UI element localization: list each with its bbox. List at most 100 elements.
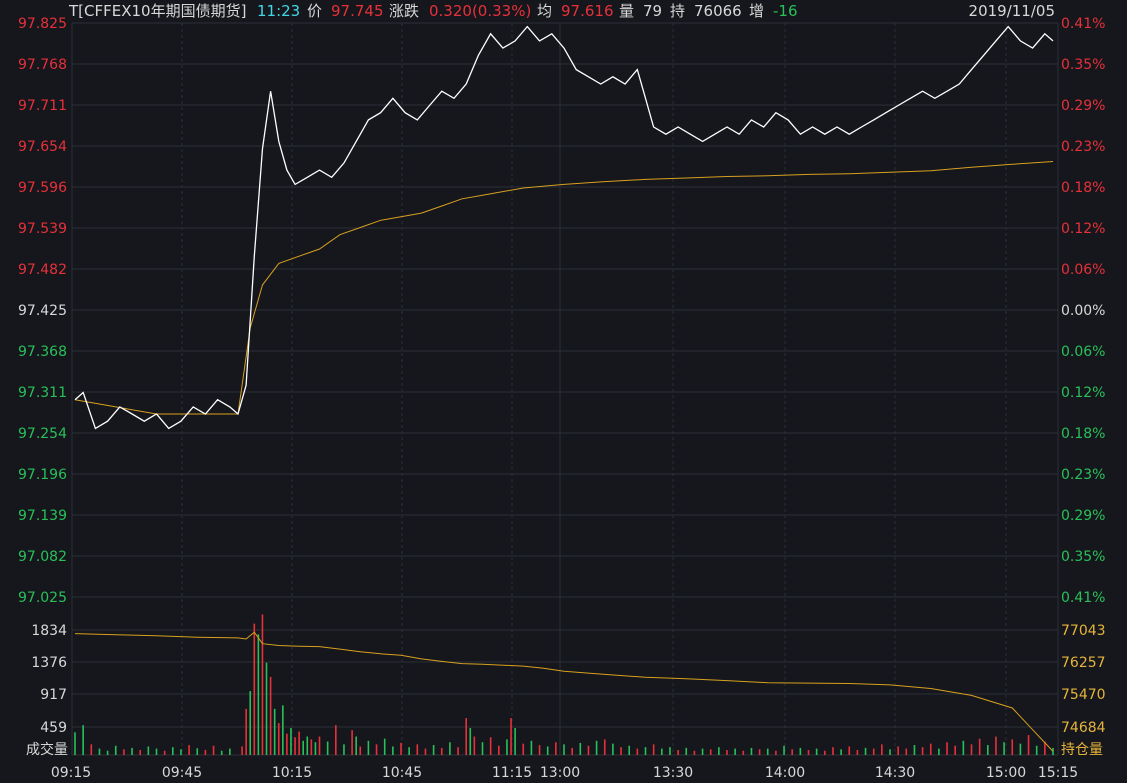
volume-bar — [758, 749, 761, 755]
percent-tick-label: 0.41% — [1061, 16, 1105, 32]
volume-bar — [294, 737, 296, 755]
percent-tick-label: 0.12% — [1061, 385, 1105, 401]
volume-bar — [147, 746, 150, 755]
volume-tick-label: 917 — [40, 687, 67, 703]
time-tick-label: 13:00 — [540, 765, 580, 781]
percent-tick-label: 0.41% — [1061, 590, 1105, 606]
volume-bar — [921, 747, 924, 755]
volume-bar — [180, 749, 182, 755]
volume-bar — [669, 747, 671, 755]
price-tick-label: 97.425 — [18, 303, 67, 319]
percent-tick-label: 0.23% — [1061, 139, 1105, 155]
volume-bar — [766, 748, 769, 755]
volume-bar — [881, 744, 883, 755]
volume-bar — [465, 718, 467, 755]
volume-bar — [90, 744, 93, 755]
volume-bar — [555, 742, 557, 755]
price-tick-label: 97.768 — [18, 57, 67, 73]
volume-axis-label: 成交量 — [26, 741, 68, 758]
quote-header: T[CFFEX10年期国债期货] 11:23 价 97.745 涨跌 0.320… — [68, 2, 1055, 20]
price-value: 97.745 — [331, 2, 384, 20]
volume-bar — [314, 742, 317, 755]
price-tick-label: 97.368 — [18, 344, 67, 360]
volume-bar — [905, 748, 908, 755]
volume-bar — [628, 745, 630, 755]
volume-bar — [620, 747, 622, 755]
volume-bar — [1052, 747, 1054, 755]
volume-bar — [489, 737, 492, 755]
price-tick-label: 97.825 — [18, 16, 67, 32]
grid-lines — [71, 22, 1059, 756]
volume-bar — [954, 745, 956, 755]
volume-bar — [742, 750, 745, 755]
time-tick-label: 14:30 — [875, 765, 915, 781]
volume-bar — [538, 745, 541, 755]
change-value: 0.320(0.33%) — [429, 2, 531, 20]
volume-bar — [220, 750, 223, 755]
volume-bar — [375, 744, 378, 755]
volume-bar — [432, 745, 435, 755]
volume-bar — [290, 728, 292, 755]
volume-bar — [326, 741, 329, 755]
volume-bar — [929, 743, 932, 755]
percent-tick-label: 0.18% — [1061, 426, 1105, 442]
price-tick-label: 97.482 — [18, 262, 67, 278]
volume-bar — [815, 748, 818, 755]
volume-bar — [74, 732, 76, 755]
oi-change-label: 增 — [749, 2, 764, 20]
volume-bar — [840, 749, 842, 755]
volume-bar — [498, 745, 500, 755]
volume-bar — [510, 718, 512, 755]
volume-bar — [481, 742, 484, 755]
volume-bar — [970, 744, 973, 755]
volume-bar — [310, 739, 313, 755]
volume-bar — [131, 747, 133, 755]
volume-bars — [74, 614, 1054, 755]
price-tick-label: 97.596 — [18, 180, 67, 196]
volume-bar — [530, 740, 533, 755]
volume-bar — [245, 708, 247, 755]
volume-bar — [987, 745, 989, 755]
volume-bar — [1027, 735, 1030, 755]
percent-tick-label: 0.06% — [1061, 344, 1105, 360]
price-tick-label: 97.196 — [18, 467, 67, 483]
volume-bar — [864, 747, 867, 755]
percent-tick-label: 0.12% — [1061, 221, 1105, 237]
open-interest-value: 76066 — [694, 2, 742, 20]
volume-bar — [355, 736, 357, 755]
open-interest-axis-ticks: 77043 76257 75470 74684 — [1061, 623, 1106, 736]
volume-bar — [587, 745, 590, 755]
volume-bar — [636, 748, 639, 755]
volume-bar — [1035, 745, 1038, 755]
volume-bar — [416, 744, 419, 755]
volume-bar — [408, 747, 410, 755]
volume-bar — [734, 748, 736, 755]
percent-tick-label: 0.35% — [1061, 57, 1105, 73]
price-line — [74, 25, 1054, 430]
volume-bar — [188, 745, 190, 755]
volume-tick-label: 1376 — [31, 655, 67, 671]
volume-bar — [807, 750, 810, 755]
volume-bar — [824, 750, 826, 755]
volume-bar — [286, 733, 288, 755]
percent-tick-label: 0.29% — [1061, 508, 1105, 524]
volume-bar — [212, 745, 215, 755]
volume-tick-label: 1834 — [31, 623, 67, 639]
volume-bar — [172, 747, 174, 755]
avg-value: 97.616 — [561, 2, 614, 20]
volume-bar — [913, 745, 916, 755]
average-price-line — [74, 161, 1054, 415]
volume-bar — [306, 736, 309, 755]
time-tick-label: 10:45 — [382, 765, 422, 781]
volume-bar — [114, 745, 117, 755]
volume-bar — [872, 748, 875, 755]
time-tick-label: 14:00 — [765, 765, 805, 781]
price-tick-label: 97.082 — [18, 549, 67, 565]
price-tick-label: 97.711 — [18, 98, 67, 114]
percent-tick-label: 0.18% — [1061, 180, 1105, 196]
volume-bar — [1044, 741, 1046, 755]
time-tick-label: 09:45 — [162, 765, 202, 781]
volume-bar — [946, 742, 948, 755]
volume-bar — [473, 736, 476, 755]
volume-bar — [644, 747, 647, 755]
